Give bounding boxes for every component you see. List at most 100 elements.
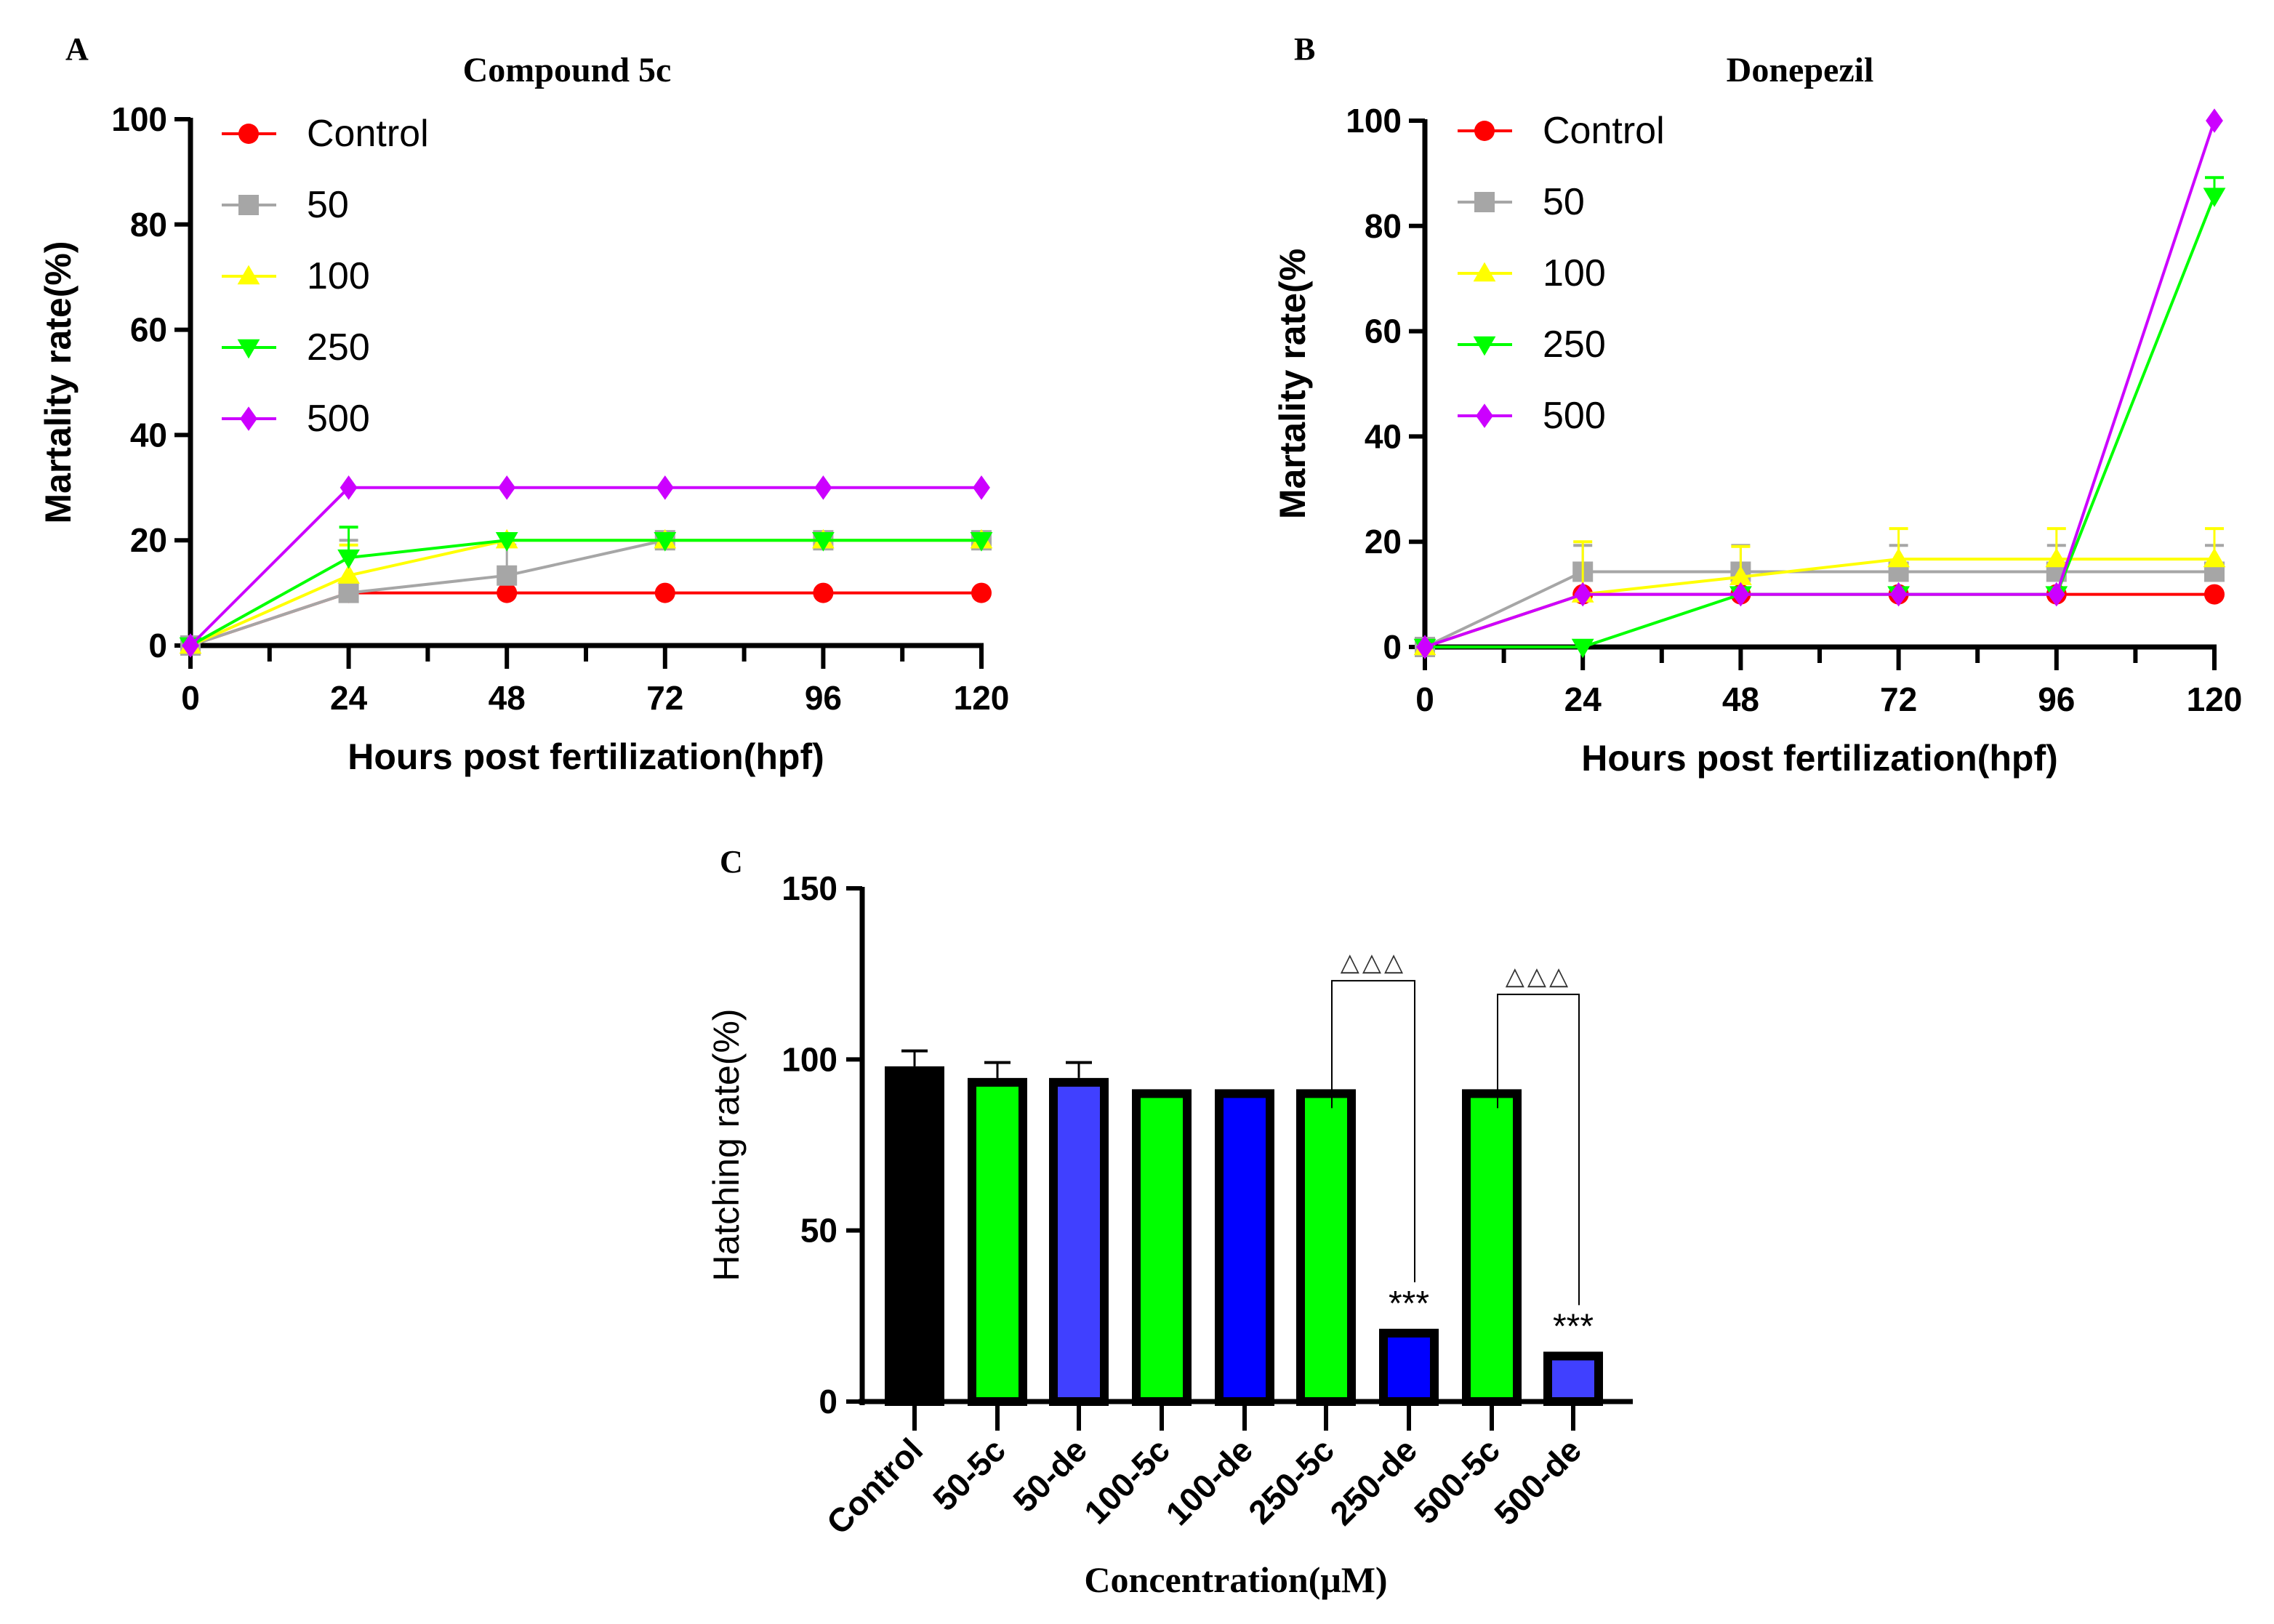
legend-marker	[238, 124, 259, 144]
legend-marker	[1474, 121, 1495, 141]
legend-marker	[240, 406, 257, 431]
series-line	[1424, 120, 2216, 648]
x-tick-label: 120	[2187, 680, 2243, 718]
data-point	[2206, 108, 2223, 133]
data-point	[654, 532, 677, 552]
comparison-bracket: △△△	[1497, 962, 1580, 1306]
series-500: 500	[182, 398, 990, 658]
series-line	[189, 486, 981, 647]
y-tick-label: 20	[1365, 523, 1402, 560]
series-line	[190, 539, 981, 647]
x-tick-label: 100-de	[1158, 1431, 1260, 1532]
data-point	[656, 475, 674, 500]
legend-label: 100	[1543, 252, 1606, 294]
data-point	[1571, 638, 1594, 659]
y-axis-label: Martality rate(%)	[38, 241, 79, 524]
y-tick-label: 0	[819, 1383, 837, 1420]
legend-marker	[1473, 262, 1496, 282]
x-tick-label: 24	[330, 679, 368, 717]
series-line	[190, 591, 981, 647]
data-point	[337, 549, 360, 569]
data-point	[970, 532, 993, 552]
significance-stars: ***	[1553, 1307, 1594, 1346]
x-tick-label: 72	[1880, 680, 1917, 718]
data-point	[812, 532, 835, 552]
legend-marker	[238, 195, 259, 215]
data-point	[973, 475, 990, 500]
legend-label: 250	[307, 326, 370, 369]
y-tick-label: 80	[130, 206, 167, 244]
data-point	[1729, 566, 1752, 585]
legend-marker	[1476, 403, 1493, 428]
legend-marker	[1473, 336, 1496, 356]
y-tick-label: 50	[800, 1212, 837, 1250]
bar	[1379, 1328, 1439, 1407]
y-tick-label: 60	[1365, 313, 1402, 350]
data-point	[2047, 582, 2065, 607]
y-tick-label: 100	[1346, 102, 1402, 140]
data-point	[1416, 635, 1434, 659]
data-point	[495, 532, 518, 552]
legend-label: Control	[1543, 110, 1665, 152]
data-point	[497, 582, 518, 603]
series-control: Control	[180, 113, 992, 656]
legend-label: 50	[307, 184, 349, 226]
data-point	[337, 564, 360, 584]
significance-stars: ***	[1389, 1285, 1429, 1323]
x-tick-label: 48	[489, 679, 526, 717]
series-500: 500	[1416, 108, 2223, 659]
legend-label: 100	[307, 255, 370, 297]
x-tick-label: 100-5c	[1077, 1431, 1177, 1531]
x-tick-label: 250-5c	[1241, 1431, 1341, 1531]
legend-label: 500	[1543, 395, 1606, 437]
y-axis-label: Martality rate(%	[1272, 249, 1313, 519]
series-250: 250	[179, 326, 993, 657]
data-point	[1887, 547, 1910, 568]
data-point	[813, 582, 834, 603]
legend-marker	[1474, 192, 1495, 212]
bar-control: Control	[819, 1049, 944, 1542]
bar	[1543, 1351, 1603, 1407]
y-tick-label: 0	[1383, 628, 1402, 666]
data-point	[2045, 547, 2068, 568]
bar	[1215, 1089, 1274, 1407]
y-tick-label: 0	[148, 627, 167, 664]
data-point	[654, 582, 675, 603]
bracket-line	[1497, 993, 1580, 1306]
legend-label: 50	[1543, 181, 1585, 223]
x-tick-label: 500-5c	[1407, 1431, 1507, 1531]
data-point	[2204, 584, 2225, 605]
y-tick-label: 80	[1365, 207, 1402, 245]
data-point	[2203, 188, 2226, 207]
x-tick-label: 72	[646, 679, 683, 717]
bar	[1049, 1077, 1109, 1407]
legend-label: 250	[1543, 323, 1606, 366]
bar	[1462, 1089, 1522, 1407]
chart-title: Donepezil	[1727, 51, 1874, 89]
y-tick-label: 100	[111, 100, 167, 138]
panel-label: B	[1294, 31, 1315, 67]
line-panel-b: B Donepezil 0 20 40 60 80 100 0 24 48 72 96 120 Hours …	[1272, 31, 2242, 779]
y-tick-label: 100	[782, 1040, 837, 1078]
series-250: 250	[1413, 176, 2226, 659]
chart-title: Compound 5c	[463, 51, 672, 89]
bar	[1296, 1089, 1356, 1407]
x-tick-label: 96	[805, 679, 842, 717]
data-point	[1732, 582, 1750, 607]
x-tick-label: 0	[181, 679, 200, 717]
comparison-label: △△△	[1506, 962, 1571, 990]
series-50: 50	[1415, 181, 2225, 657]
series-line	[1424, 570, 2214, 648]
data-point	[338, 582, 359, 603]
x-tick-label: 0	[1415, 680, 1434, 718]
x-tick-label: 48	[1722, 680, 1759, 718]
y-tick-label: 40	[130, 416, 167, 454]
bar	[968, 1077, 1027, 1407]
y-axis-label: Hatching rate(%)	[706, 1008, 747, 1281]
data-point	[1889, 582, 1908, 607]
data-point	[971, 582, 992, 603]
bar	[885, 1066, 944, 1407]
panel-label: C	[720, 844, 743, 880]
x-axis-label: Hours post fertilization(hpf)	[347, 736, 824, 777]
